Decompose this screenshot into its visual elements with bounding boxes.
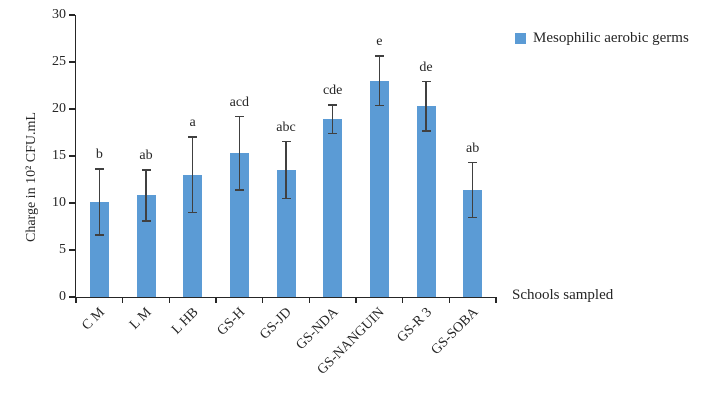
x-category-label-gs-soba: GS-SOBA (428, 305, 482, 358)
error-bar-cap-top (281, 140, 291, 143)
x-category-label-gs-h: GS-H (214, 305, 248, 339)
error-bar-cap-top (421, 80, 431, 83)
error-bar-gs-nda (331, 104, 334, 135)
error-bar-cap-top (468, 161, 478, 164)
x-axis-tick (75, 297, 77, 303)
error-bar-cap-bottom (141, 220, 151, 222)
x-axis-tick (401, 297, 404, 303)
x-axis-tick (308, 297, 311, 303)
significance-letter-gs-nda: cde (322, 83, 343, 99)
y-tick-label: 30 (52, 7, 66, 22)
legend-label: Mesophilic aerobic germs (533, 30, 689, 46)
x-category-label-gs-r-3: GS-R 3 (394, 305, 435, 346)
y-axis-tick (69, 249, 75, 251)
y-tick-label: 5 (59, 242, 66, 257)
bar-l-hb (183, 174, 203, 297)
significance-letter-l-m: ab (139, 148, 153, 164)
y-axis-tick (69, 202, 75, 204)
bar-gs-jd (276, 170, 296, 297)
significance-letter-gs-jd: abc (276, 119, 296, 135)
y-tick-label: 15 (52, 148, 66, 163)
error-bar-cap-top (374, 55, 384, 57)
y-axis-tick (69, 108, 75, 110)
bar-gs-nda (323, 119, 343, 297)
bar-l-m (136, 195, 156, 297)
error-bar-gs-h (238, 115, 241, 191)
significance-letter-gs-r-3: de (419, 59, 433, 75)
y-tick-label: 0 (59, 289, 66, 304)
x-axis-tick (261, 297, 264, 303)
error-bar-cap-bottom (328, 132, 338, 135)
error-bar-cap-top (94, 168, 104, 170)
y-tick-label: 25 (52, 54, 66, 69)
error-bar-gs-soba (471, 161, 474, 219)
error-bar-cap-bottom (468, 216, 478, 219)
x-axis-tick (121, 297, 124, 303)
x-axis-label: Schools sampled (512, 287, 614, 303)
y-tick-label: 20 (52, 101, 66, 116)
error-bar-c-m (98, 168, 101, 236)
error-bar-l-hb (191, 136, 194, 214)
plot-area: 0 5 10 15 20 25 30 b C M ab L M a L HB acd GS-H abc GS-J… (52, 7, 497, 378)
y-axis-tick (69, 14, 75, 16)
y-axis-tick (69, 155, 75, 157)
y-tick-label: 10 (52, 195, 66, 210)
x-category-label-gs-jd: GS-JD (257, 305, 295, 343)
y-axis-label: Charge in 10² CFU.mL (24, 112, 39, 242)
error-bar-cap-top (328, 104, 338, 106)
bar-gs-soba (463, 189, 483, 297)
error-bar-l-m (145, 169, 147, 222)
x-category-label-l-hb: L HB (168, 305, 202, 338)
error-bar-gs-jd (285, 140, 287, 200)
error-bar-cap-top (234, 115, 244, 118)
bar-gs-nanguin (369, 80, 389, 297)
y-axis-tick (69, 296, 75, 298)
bar-gs-r-3 (416, 106, 436, 297)
significance-letter-gs-h: acd (229, 94, 250, 110)
bar-gs-h (229, 153, 249, 297)
x-category-label-c-m: C M (79, 305, 108, 334)
error-bar-cap-bottom (374, 104, 384, 107)
x-axis-tick (495, 297, 497, 303)
error-bar-cap-bottom (188, 211, 198, 214)
error-bar-cap-top (188, 136, 198, 138)
error-bar-cap-bottom (94, 234, 104, 236)
legend: Mesophilic aerobic germs (515, 30, 689, 47)
significance-letter-gs-nanguin: e (376, 34, 383, 50)
error-bar-cap-bottom (281, 197, 291, 200)
legend-swatch-icon (515, 33, 526, 44)
error-bar-gs-r-3 (425, 80, 427, 132)
error-bar-cap-bottom (421, 130, 431, 132)
significance-letter-l-hb: a (189, 115, 196, 131)
error-bar-cap-top (141, 169, 151, 171)
x-axis-tick (215, 297, 217, 303)
x-category-label-l-m: L M (127, 305, 155, 333)
significance-letter-c-m: b (95, 147, 103, 163)
y-axis-tick (69, 61, 75, 63)
bar-c-m (89, 202, 109, 297)
x-axis-tick (448, 297, 451, 303)
error-bar-cap-bottom (234, 189, 244, 191)
significance-letter-gs-soba: ab (466, 140, 480, 156)
error-bar-gs-nanguin (378, 55, 381, 107)
x-axis-tick (355, 297, 357, 303)
x-axis-tick (168, 297, 171, 303)
